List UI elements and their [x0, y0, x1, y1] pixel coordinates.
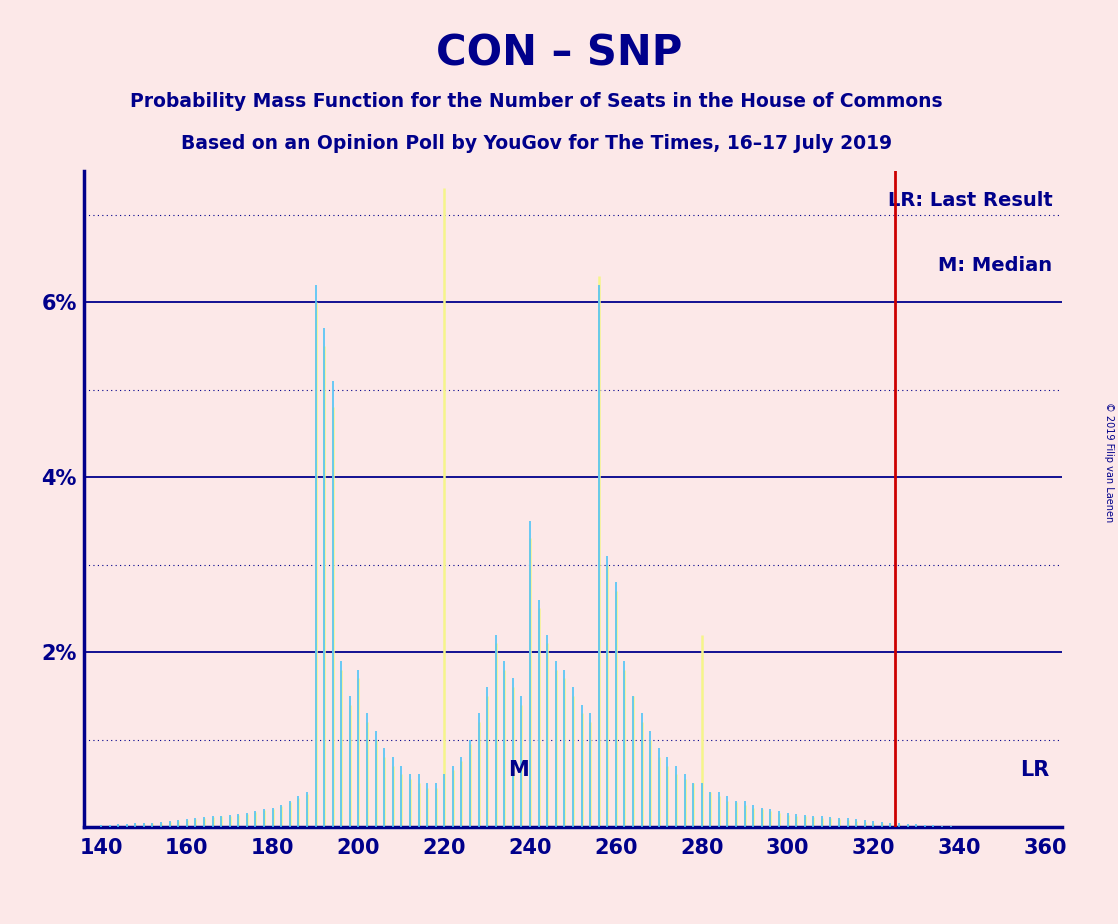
Text: Based on an Opinion Poll by YouGov for The Times, 16–17 July 2019: Based on an Opinion Poll by YouGov for T…	[181, 134, 892, 153]
Text: M: M	[509, 760, 529, 780]
Text: CON – SNP: CON – SNP	[436, 32, 682, 74]
Text: © 2019 Filip van Laenen: © 2019 Filip van Laenen	[1105, 402, 1114, 522]
Text: Probability Mass Function for the Number of Seats in the House of Commons: Probability Mass Function for the Number…	[131, 92, 942, 112]
Text: LR: LR	[1020, 760, 1049, 780]
Text: M: Median: M: Median	[938, 256, 1052, 275]
Text: LR: Last Result: LR: Last Result	[888, 190, 1052, 210]
